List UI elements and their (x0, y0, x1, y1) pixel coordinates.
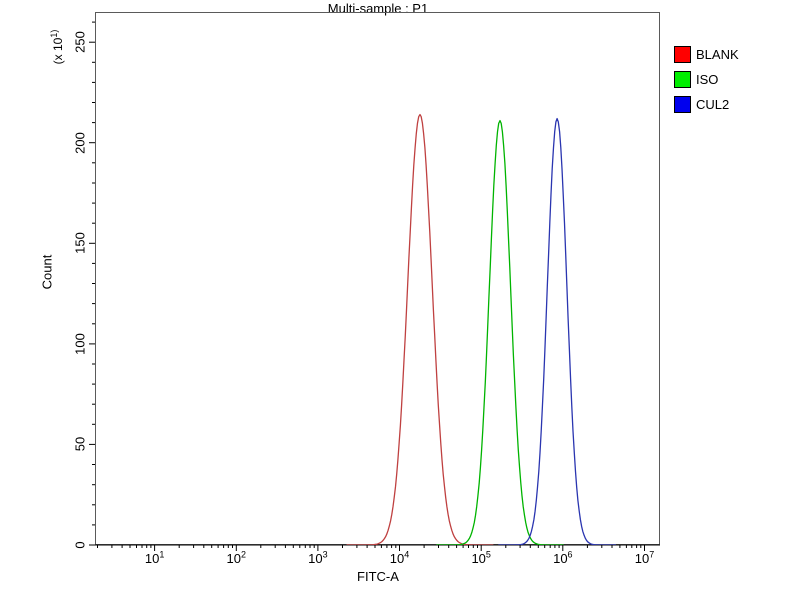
y-tick-label: 200 (72, 131, 88, 154)
x-axis-label: FITC-A (357, 569, 399, 584)
legend: BLANK ISO CUL2 (674, 46, 739, 121)
legend-label-blank: BLANK (696, 47, 739, 62)
y-tick-label: 0 (72, 541, 88, 549)
y-axis-multiplier: (x 101) (49, 29, 65, 65)
y-tick-label: 100 (72, 333, 88, 355)
legend-item-cul2: CUL2 (674, 96, 739, 113)
y-axis-label: Count (39, 254, 55, 290)
x-tick-label: 102 (226, 549, 246, 566)
x-tick-label: 103 (308, 549, 328, 566)
x-tick-label: 107 (634, 549, 655, 566)
legend-label-cul2: CUL2 (696, 97, 730, 112)
series-curve-cul2 (498, 117, 616, 545)
legend-item-iso: ISO (674, 71, 739, 88)
legend-swatch-blank (674, 46, 691, 63)
legend-item-blank: BLANK (674, 46, 739, 63)
x-tick-label: 104 (389, 549, 410, 566)
y-tick-label: 250 (72, 31, 88, 54)
x-tick-label: 101 (144, 549, 165, 566)
series-curve-blank (346, 113, 494, 545)
legend-swatch-iso (674, 71, 691, 88)
y-tick-label: 50 (72, 437, 88, 452)
legend-swatch-cul2 (674, 96, 691, 113)
series-curve-iso (436, 119, 564, 545)
x-tick-label: 105 (471, 549, 491, 566)
legend-label-iso: ISO (696, 72, 719, 87)
x-tick-label: 106 (553, 549, 573, 566)
y-tick-label: 150 (72, 232, 88, 255)
